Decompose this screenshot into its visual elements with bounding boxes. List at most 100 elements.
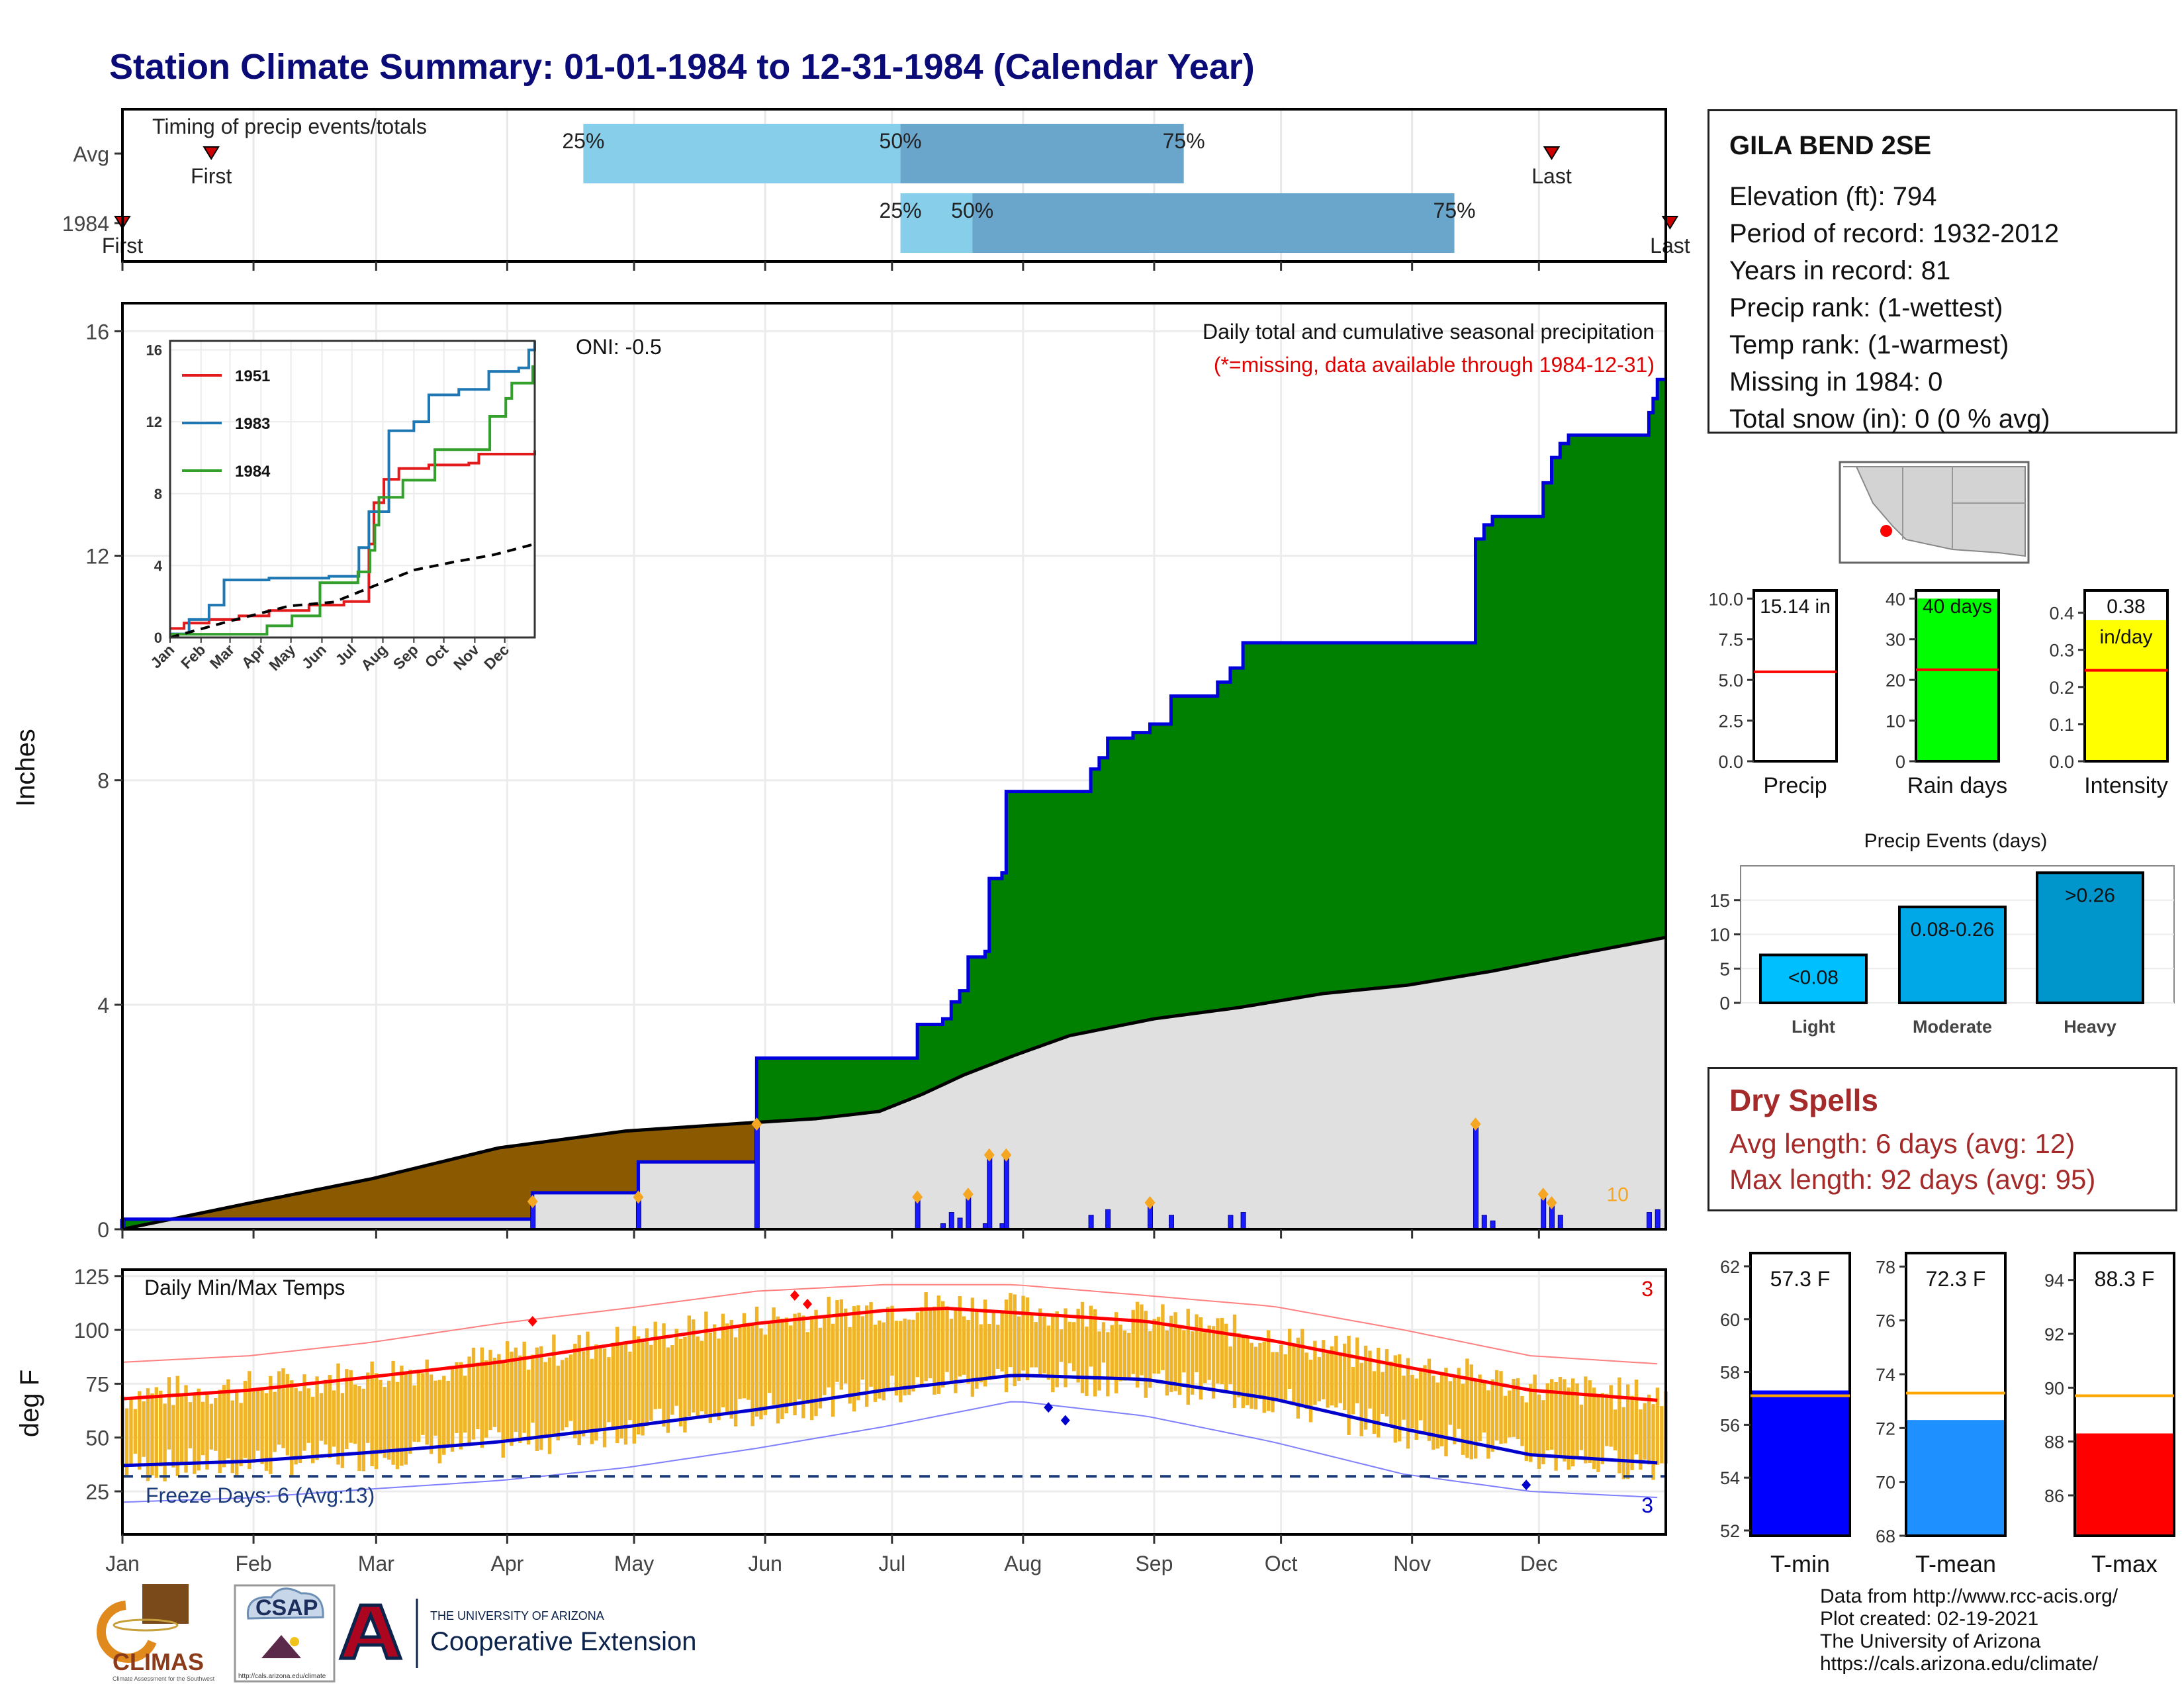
daily-temp-bar <box>1490 1379 1494 1452</box>
daily-temp-bar <box>175 1376 179 1476</box>
daily-temp-bar <box>455 1362 459 1433</box>
daily-temp-bar <box>383 1387 387 1458</box>
temp-gauge-y-tick-label: 52 <box>1720 1521 1740 1541</box>
station-line: Total snow (in): 0 (0 % avg) <box>1729 404 2050 434</box>
daily-temp-bar <box>1156 1317 1161 1374</box>
gauge-category-label: Rain days <box>1907 773 2007 798</box>
gauge-value-label: 15.14 in <box>1760 596 1831 618</box>
daily-temp-bar <box>1317 1356 1321 1401</box>
daily-temp-bar <box>1127 1333 1131 1379</box>
daily-temp-bar <box>1439 1374 1444 1446</box>
climas-logo: CLIMAS Climate Assessment for the Southw… <box>97 1584 215 1682</box>
daily-temp-bar <box>1093 1309 1097 1397</box>
daily-temp-bar <box>120 1395 124 1466</box>
daily-temp-bar <box>747 1323 751 1400</box>
month-tick-label: Dec <box>1520 1552 1558 1575</box>
daily-precip-bar <box>1105 1209 1111 1230</box>
gauge-value-label: 40 days <box>1923 596 1992 618</box>
daily-temp-bar <box>1275 1352 1279 1399</box>
daily-temp-bar <box>1140 1304 1144 1376</box>
gauge-y-tick-label: 0 <box>1895 752 1905 772</box>
daily-temp-bar <box>801 1315 805 1419</box>
inset-y-tick-label: 12 <box>146 414 162 430</box>
daily-temp-bar <box>1313 1340 1317 1405</box>
daily-temp-bar <box>319 1393 324 1441</box>
daily-precip-bar <box>1655 1209 1661 1230</box>
daily-temp-bar <box>450 1366 455 1452</box>
daily-temp-bar <box>1609 1385 1613 1447</box>
daily-precip-bar <box>999 1223 1005 1230</box>
daily-temp-bar <box>733 1337 738 1427</box>
event-bar <box>1759 953 1868 1005</box>
last-event-marker <box>1661 216 1679 230</box>
daily-temp-bar <box>692 1319 696 1413</box>
daily-precip-bar <box>957 1217 963 1230</box>
daily-temp-bar <box>607 1357 611 1423</box>
temp-gauge-y-tick-label: 60 <box>1720 1310 1740 1330</box>
daily-temp-bar <box>379 1380 383 1454</box>
cumulative-1984-line <box>122 377 1666 1221</box>
daily-temp-bar <box>729 1320 733 1419</box>
station-line: Temp rank: (1-warmest) <box>1729 330 2009 359</box>
daily-temp-bar <box>480 1347 484 1448</box>
daily-temp-bar <box>1182 1330 1186 1373</box>
large-event-marker <box>527 1195 538 1209</box>
average-min-line <box>122 1374 1658 1468</box>
credits: Data from http://www.rcc-acis.org/ Plot … <box>1820 1585 2118 1675</box>
daily-temp-bar <box>1473 1379 1478 1459</box>
temp-gauge-value-label: 88.3 F <box>2095 1267 2155 1291</box>
daily-temp-bar <box>1110 1325 1114 1378</box>
daily-temp-bar <box>1355 1337 1359 1403</box>
daily-precip-bar <box>987 1156 993 1230</box>
daily-temp-bar <box>991 1309 996 1378</box>
timing-bar-upper <box>972 193 1455 253</box>
daily-temp-bar <box>645 1328 649 1427</box>
inset-plot-bg <box>170 341 535 637</box>
daily-temp-bar <box>353 1384 357 1444</box>
gauge-y-tick-label: 2.5 <box>1718 712 1743 731</box>
daily-temp-bar <box>983 1299 987 1387</box>
daily-temp-bar <box>1195 1314 1199 1372</box>
daily-precip-bar <box>1549 1203 1555 1230</box>
temp-gauge-background <box>2075 1253 2174 1536</box>
daily-temp-bar <box>670 1345 674 1415</box>
inset-x-tick-label: Jul <box>332 641 359 669</box>
daily-temp-bar <box>1368 1350 1372 1409</box>
temp-y-tick-label: 75 <box>85 1372 109 1396</box>
daily-temp-bar <box>142 1401 146 1457</box>
daily-temp-bar <box>514 1347 518 1432</box>
gauge-y-tick-label: 0.4 <box>2049 604 2074 624</box>
temp-gauge-y-tick-label: 54 <box>1720 1468 1740 1488</box>
daily-temp-bar <box>657 1338 662 1409</box>
inset-x-tick-label: Jun <box>298 641 330 672</box>
daily-temp-bar <box>966 1320 970 1384</box>
temp-gauge-y-tick-label: 90 <box>2044 1378 2064 1398</box>
daily-temp-bar <box>628 1351 632 1421</box>
month-tick-label: Aug <box>1004 1552 1042 1575</box>
daily-temp-bar <box>611 1342 615 1429</box>
inset-series-line <box>170 450 536 630</box>
large-event-marker <box>1546 1196 1557 1209</box>
temp-gauge-y-tick-label: 58 <box>1720 1363 1740 1383</box>
daily-temp-bar <box>255 1387 260 1451</box>
daily-temp-bar <box>1308 1360 1313 1423</box>
daily-temp-bar <box>754 1306 759 1417</box>
daily-temp-bar <box>1381 1372 1385 1414</box>
daily-temp-bar <box>171 1405 175 1468</box>
daily-temp-bar <box>653 1321 657 1409</box>
inset-legend-label: 1983 <box>235 415 270 433</box>
daily-temp-bar <box>374 1373 379 1470</box>
daily-temp-bar <box>1177 1327 1182 1395</box>
timing-p50-label: 50% <box>951 199 993 222</box>
daily-temp-bar <box>1055 1311 1059 1387</box>
large-event-marker <box>633 1190 644 1204</box>
daily-temp-bar <box>306 1388 311 1443</box>
daily-temp-bar <box>565 1357 569 1428</box>
gauge-y-tick-label: 0.0 <box>2049 752 2074 772</box>
daily-temp-bar <box>421 1373 425 1435</box>
daily-temp-bar <box>860 1316 864 1380</box>
temp-gauge-category-label: T-max <box>2091 1550 2158 1577</box>
daily-temp-bar <box>827 1297 831 1387</box>
daily-temp-bar <box>602 1348 607 1448</box>
daily-temp-bar <box>298 1391 302 1463</box>
